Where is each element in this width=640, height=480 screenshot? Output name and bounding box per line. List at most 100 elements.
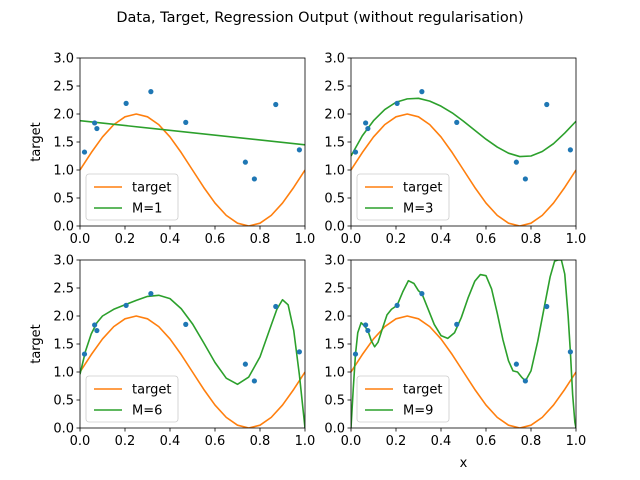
y-tick-label: 2.5 — [324, 80, 345, 95]
y-tick-label: 1.5 — [324, 136, 345, 151]
series-line-target — [351, 315, 576, 428]
series-line-m-3 — [351, 97, 576, 158]
series-line-m-1 — [80, 119, 305, 146]
subplot-1: 0.0 0.2 0.4 0.6 0.8 1.0 0.0 0.5 1.0 1.5 2.0 2.5 3.0 t… — [29, 52, 315, 248]
data-point — [454, 321, 460, 327]
x-tick-label: 0.6 — [476, 434, 497, 449]
series-line-target — [351, 113, 576, 226]
data-point — [363, 120, 369, 126]
legend-label: M=6 — [132, 404, 162, 419]
x-tick-label: 0.4 — [431, 434, 452, 449]
y-tick-label: 2.0 — [53, 108, 74, 123]
y-tick-label: 0.5 — [53, 394, 74, 409]
data-point — [454, 119, 460, 125]
data-point — [251, 378, 257, 384]
y-tick-label: 2.0 — [324, 310, 345, 325]
data-point — [544, 101, 550, 108]
data-point — [363, 322, 369, 328]
plot-content — [80, 291, 305, 428]
x-tick-label: 0.4 — [431, 232, 452, 247]
x-tick-label: 0.8 — [250, 232, 271, 247]
data-point — [273, 101, 279, 108]
x-tick-label: 0.6 — [205, 232, 226, 247]
y-axis-label: target — [29, 324, 44, 364]
data-point — [81, 351, 88, 357]
series-line-m-6 — [80, 294, 305, 428]
data-point — [522, 176, 528, 182]
data-point — [92, 120, 98, 126]
y-tick-label: 3.0 — [53, 52, 74, 67]
data-point — [522, 378, 528, 384]
data-point — [183, 321, 189, 327]
data-point — [81, 149, 88, 155]
y-tick-label: 0.5 — [324, 192, 345, 207]
data-point — [296, 147, 302, 153]
legend-label: target — [403, 181, 443, 196]
data-point — [94, 125, 100, 132]
y-tick-label: 2.0 — [324, 108, 345, 123]
legend-label: M=3 — [403, 202, 433, 217]
y-tick-label: 0.0 — [324, 220, 345, 235]
series-line-target — [80, 315, 305, 428]
data-point — [419, 89, 425, 95]
x-tick-label: 0.6 — [205, 434, 226, 449]
data-point — [296, 349, 302, 355]
series-line-target — [80, 113, 305, 226]
figure-title: Data, Target, Regression Output (without… — [116, 10, 523, 26]
y-tick-label: 1.0 — [324, 366, 345, 381]
y-tick-label: 2.5 — [53, 282, 74, 297]
data-point — [123, 100, 129, 106]
x-axis-label: x — [460, 456, 468, 471]
plot-content — [351, 260, 576, 428]
data-point — [352, 351, 359, 357]
series-line-m-9 — [351, 260, 576, 428]
x-tick-label: 0.8 — [521, 232, 542, 247]
x-tick-label: 1.0 — [566, 434, 587, 449]
data-point — [94, 327, 100, 334]
y-tick-label: 1.0 — [53, 164, 74, 179]
data-point — [513, 361, 519, 367]
legend: target M=3 — [356, 173, 450, 221]
y-tick-label: 1.5 — [324, 338, 345, 353]
legend-label: target — [132, 181, 172, 196]
y-tick-label: 2.0 — [53, 310, 74, 325]
subplot-4: 0.0 0.2 0.4 0.6 0.8 1.0 0.0 0.5 1.0 1.5 2.0 2.5 3.0 x… — [324, 254, 586, 472]
x-tick-label: 0.4 — [160, 232, 181, 247]
data-point — [352, 149, 359, 155]
data-point — [419, 291, 425, 297]
y-tick-label: 2.5 — [324, 282, 345, 297]
x-tick-label: 1.0 — [295, 232, 316, 247]
data-point — [365, 125, 371, 132]
x-tick-label: 1.0 — [566, 232, 587, 247]
x-tick-label: 0.2 — [115, 434, 136, 449]
x-tick-label: 0.8 — [521, 434, 542, 449]
y-tick-label: 0.5 — [324, 394, 345, 409]
legend-label: target — [132, 383, 172, 398]
y-tick-label: 0.0 — [53, 422, 74, 437]
data-point — [148, 89, 154, 95]
y-tick-label: 0.0 — [53, 220, 74, 235]
x-tick-label: 0.0 — [70, 434, 91, 449]
legend: target M=6 — [85, 375, 179, 423]
y-tick-label: 2.5 — [53, 80, 74, 95]
data-point — [183, 119, 189, 125]
data-point — [394, 100, 400, 106]
data-point — [544, 303, 550, 310]
x-tick-label: 0.8 — [250, 434, 271, 449]
y-tick-label: 1.5 — [53, 338, 74, 353]
y-tick-label: 3.0 — [53, 254, 74, 269]
data-point — [567, 147, 573, 153]
x-tick-label: 0.0 — [341, 434, 362, 449]
data-point — [513, 159, 519, 165]
data-point — [92, 322, 98, 328]
plot-content — [351, 89, 576, 226]
data-point — [242, 159, 248, 165]
data-point — [273, 303, 279, 310]
y-tick-label: 1.5 — [53, 136, 74, 151]
data-point — [394, 302, 400, 308]
legend-label: target — [403, 383, 443, 398]
x-tick-label: 0.4 — [160, 434, 181, 449]
x-tick-label: 1.0 — [295, 434, 316, 449]
y-axis-label: target — [29, 122, 44, 162]
